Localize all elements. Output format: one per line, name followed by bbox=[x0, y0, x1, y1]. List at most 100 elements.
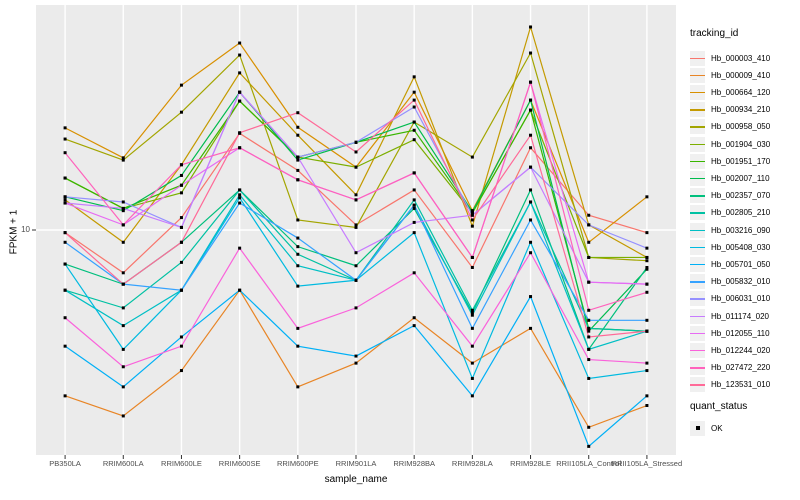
legend-item-Hb_005408_030: Hb_005408_030 bbox=[690, 239, 770, 255]
tracking-id-legend-title: tracking_id bbox=[690, 28, 739, 39]
data-point bbox=[470, 344, 474, 348]
legend-item-Hb_011174_020: Hb_011174_020 bbox=[690, 308, 769, 324]
data-point bbox=[63, 231, 67, 235]
data-point bbox=[63, 198, 67, 202]
data-point bbox=[470, 224, 474, 228]
data-point bbox=[412, 75, 416, 79]
data-point bbox=[470, 308, 474, 312]
legend-label: Hb_003216_090 bbox=[711, 225, 771, 235]
x-tick-label-PB350LA: PB350LA bbox=[49, 459, 81, 468]
data-point bbox=[587, 255, 591, 259]
data-point bbox=[645, 329, 649, 333]
data-point bbox=[296, 284, 300, 288]
data-point bbox=[296, 155, 300, 159]
data-point bbox=[529, 326, 533, 330]
legend-label: Hb_002007_110 bbox=[711, 173, 770, 183]
legend-label: Hb_000664_120 bbox=[711, 87, 771, 97]
data-point bbox=[529, 25, 533, 29]
legend-item-Hb_000958_050: Hb_000958_050 bbox=[690, 119, 770, 135]
data-point bbox=[470, 265, 474, 269]
data-point bbox=[238, 146, 242, 150]
data-point bbox=[470, 313, 474, 317]
data-point bbox=[121, 209, 125, 213]
data-point bbox=[412, 138, 416, 142]
legend-label: Hb_001904_030 bbox=[711, 139, 771, 149]
data-point bbox=[296, 245, 300, 249]
legend-item-Hb_000009_410: Hb_000009_410 bbox=[690, 67, 770, 83]
legend-line-swatch bbox=[690, 367, 705, 369]
data-point bbox=[587, 347, 591, 351]
x-tick-label-RRIM600LE: RRIM600LE bbox=[161, 459, 202, 468]
x-tick-label-RRIM600SE: RRIM600SE bbox=[218, 459, 261, 468]
legend-line-swatch bbox=[690, 229, 705, 232]
data-point bbox=[238, 201, 242, 205]
data-point bbox=[412, 188, 416, 192]
data-point bbox=[645, 255, 649, 259]
legend-key-box bbox=[690, 377, 705, 393]
data-point bbox=[238, 196, 242, 200]
legend-line-swatch bbox=[690, 195, 705, 197]
legend-label: Hb_005408_030 bbox=[711, 242, 771, 252]
data-point bbox=[179, 191, 183, 195]
data-point bbox=[121, 347, 125, 351]
legend-key-box bbox=[690, 119, 705, 135]
data-point bbox=[470, 210, 474, 214]
legend-line-swatch bbox=[690, 177, 705, 180]
data-point bbox=[354, 225, 358, 229]
data-point bbox=[179, 83, 183, 87]
legend-label: Hb_011174_020 bbox=[711, 311, 769, 321]
data-point bbox=[121, 200, 125, 204]
x-tick-label-RRIM600PE: RRIM600PE bbox=[276, 459, 319, 468]
data-point bbox=[645, 246, 649, 250]
data-point bbox=[179, 225, 183, 229]
legend-line-swatch bbox=[690, 160, 705, 163]
data-point bbox=[238, 193, 242, 197]
legend-key-box bbox=[690, 170, 705, 186]
data-point bbox=[412, 203, 416, 207]
legend: tracking_id Hb_000003_410 Hb_000009_410 Hb… bbox=[688, 0, 800, 500]
data-point bbox=[412, 90, 416, 94]
data-point bbox=[179, 216, 183, 220]
legend-label: Hb_012244_020 bbox=[711, 345, 771, 355]
legend-label: Hb_027472_220 bbox=[711, 363, 771, 373]
legend-label: Hb_005832_010 bbox=[711, 277, 771, 287]
data-point bbox=[121, 365, 125, 369]
legend-key-box bbox=[690, 102, 705, 118]
black-square-point-icon bbox=[695, 426, 700, 430]
legend-key-box bbox=[690, 50, 705, 66]
data-point bbox=[529, 295, 533, 299]
legend-item-Hb_012244_020: Hb_012244_020 bbox=[690, 342, 770, 358]
data-point bbox=[179, 335, 183, 339]
data-point bbox=[587, 213, 591, 217]
data-point bbox=[63, 262, 67, 266]
legend-line-swatch bbox=[690, 349, 705, 352]
data-point bbox=[238, 41, 242, 45]
data-point bbox=[354, 223, 358, 227]
data-point bbox=[296, 125, 300, 129]
legend-label: Hb_005701_050 bbox=[711, 259, 771, 269]
data-point bbox=[179, 260, 183, 264]
data-point bbox=[296, 385, 300, 389]
legend-label: Hb_012055_110 bbox=[711, 328, 770, 338]
legend-item-Hb_012055_110: Hb_012055_110 bbox=[690, 325, 770, 341]
legend-label: Hb_002805_210 bbox=[711, 208, 771, 218]
data-point bbox=[63, 151, 67, 155]
data-point bbox=[354, 198, 358, 202]
data-point bbox=[354, 140, 358, 144]
legend-item-Hb_002357_070: Hb_002357_070 bbox=[690, 188, 770, 204]
legend-label: Hb_002357_070 bbox=[711, 191, 771, 201]
x-tick-label-RRIM928BA: RRIM928BA bbox=[393, 459, 436, 468]
data-point bbox=[529, 98, 533, 102]
data-point bbox=[354, 361, 358, 365]
data-point bbox=[179, 288, 183, 292]
data-point bbox=[587, 329, 591, 333]
data-point bbox=[354, 278, 358, 282]
legend-item-Hb_123531_010: Hb_123531_010 bbox=[690, 377, 770, 393]
quant-status-key-box bbox=[690, 420, 705, 436]
data-point bbox=[470, 311, 474, 315]
data-point bbox=[587, 358, 591, 362]
x-tick-label-RRII105LA_Control: RRII105LA_Control bbox=[556, 459, 622, 468]
data-point bbox=[412, 220, 416, 224]
legend-label: Hb_123531_010 bbox=[711, 380, 771, 390]
